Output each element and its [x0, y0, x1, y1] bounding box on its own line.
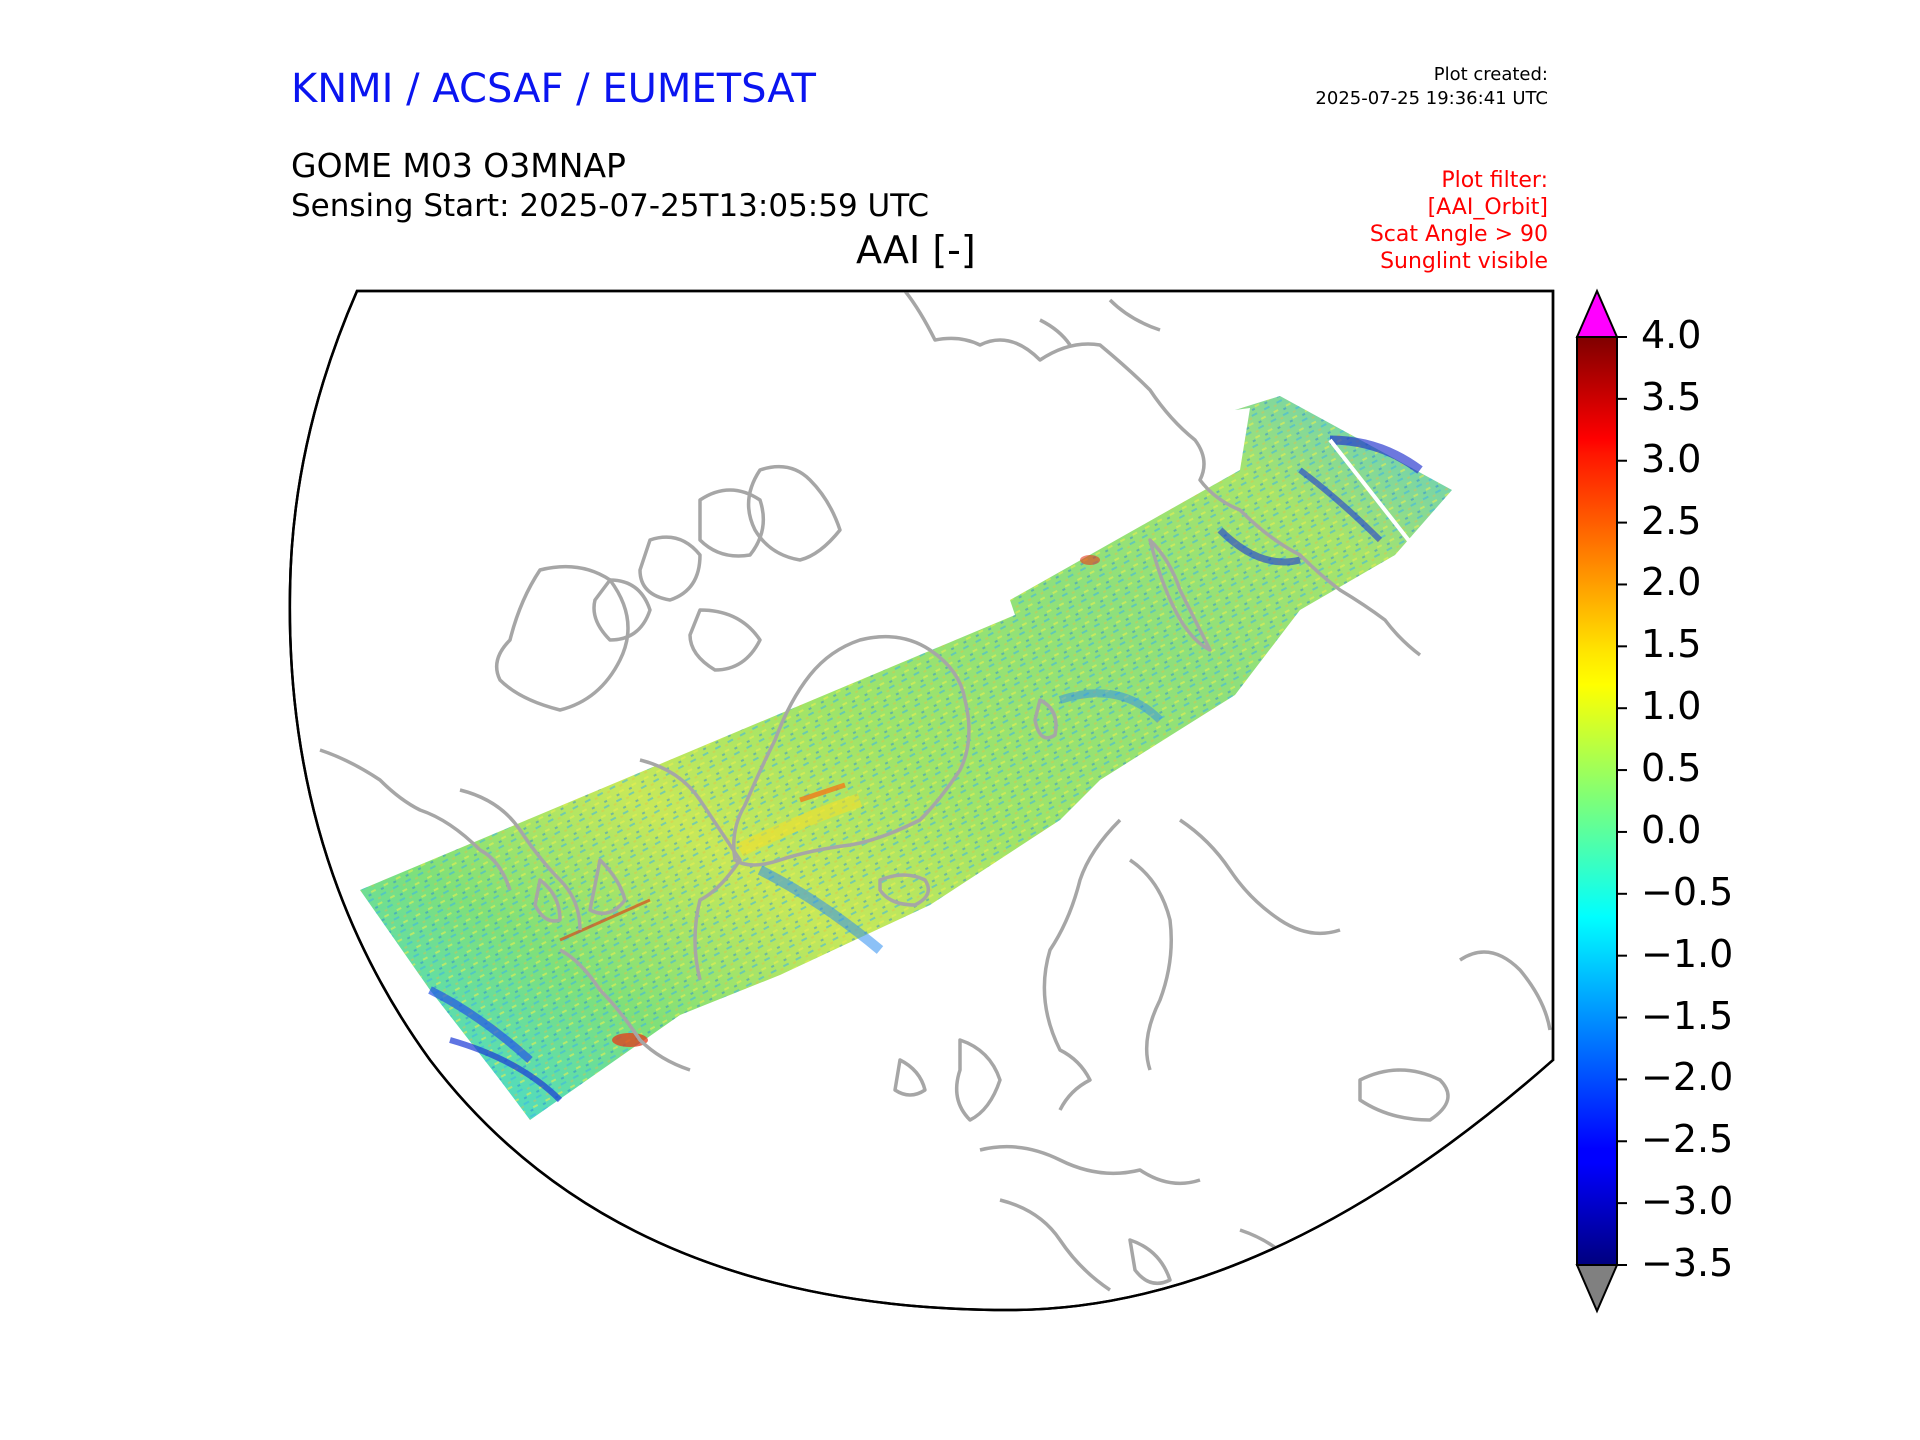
- colorbar-tick-label: 3.0: [1641, 436, 1702, 481]
- colorbar-tick-label: 0.5: [1641, 746, 1702, 791]
- colorbar-tick-label: 1.0: [1641, 684, 1702, 729]
- colorbar-tick-label: 1.5: [1641, 622, 1702, 667]
- colorbar-tick-label: −1.0: [1641, 931, 1734, 976]
- colorbar-tick-label: −1.5: [1641, 993, 1734, 1038]
- colorbar-tick-label: −2.5: [1641, 1117, 1734, 1162]
- colorbar-over-arrow: [1575, 288, 1619, 338]
- plot-created-label: Plot created:: [1433, 64, 1548, 85]
- filter-orbit: [AAI_Orbit]: [1427, 195, 1548, 220]
- sensing-start: Sensing Start: 2025-07-25T13:05:59 UTC: [291, 188, 929, 224]
- colorbar-tick-label: 2.0: [1641, 560, 1702, 605]
- aai-swath: [360, 396, 1452, 1120]
- filter-scat-angle: Scat Angle > 90: [1369, 222, 1548, 247]
- parameter-title: AAI [-]: [856, 228, 976, 272]
- filter-heading: Plot filter:: [1441, 168, 1548, 193]
- colorbar-tick-label: −2.0: [1641, 1055, 1734, 1100]
- colorbar-tick-label: 3.5: [1641, 374, 1702, 419]
- filter-sunglint: Sunglint visible: [1380, 249, 1548, 274]
- colorbar-tick-label: −0.5: [1641, 869, 1734, 914]
- colorbar-tick-label: −3.5: [1641, 1241, 1734, 1285]
- colorbar-tick-label: 0.0: [1641, 807, 1702, 852]
- plot-created-time: 2025-07-25 19:36:41 UTC: [1315, 88, 1548, 109]
- colorbar-tick-label: −3.0: [1641, 1179, 1734, 1224]
- colorbar-gradient: [1576, 336, 1618, 1266]
- colorbar-under-arrow: [1575, 1264, 1619, 1314]
- colorbar-tick-label: 2.5: [1641, 498, 1702, 543]
- colorbar: [1575, 288, 1627, 1314]
- organization-title: KNMI / ACSAF / EUMETSAT: [291, 66, 816, 112]
- product-name: GOME M03 O3MNAP: [291, 146, 626, 185]
- colorbar-tick-label: 4.0: [1641, 313, 1702, 357]
